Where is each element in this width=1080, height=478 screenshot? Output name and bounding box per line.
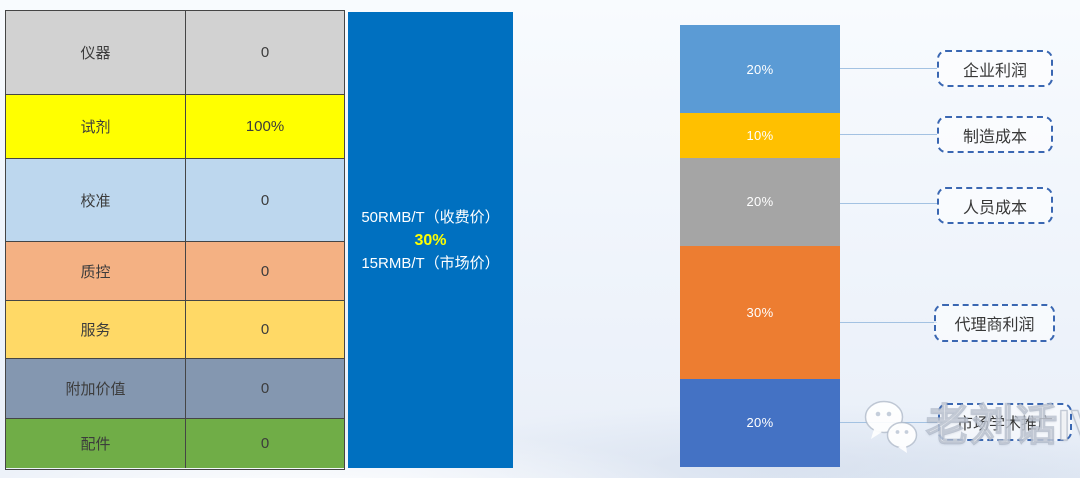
row-value: 0 [260, 380, 270, 397]
legend-label-personnel-cost: 人员成本 [937, 187, 1053, 224]
price-percentage: 30% [414, 231, 447, 249]
legend-label-agent-profit: 代理商利润 [934, 304, 1055, 342]
segment-value-label: 30% [746, 304, 774, 320]
legend-text: 企业利润 [962, 62, 1027, 80]
table-row: 仪器 0 [6, 11, 344, 95]
legend-text: 市场学术推广 [956, 416, 1053, 433]
legend-text: 人员成本 [962, 199, 1027, 217]
table-row: 配件 0 [6, 419, 344, 468]
table-row: 试剂 100% [6, 95, 344, 159]
legend-label-manufacturing-cost: 制造成本 [937, 116, 1053, 153]
row-label: 校准 [6, 159, 186, 241]
connector-line [840, 134, 937, 135]
row-value: 0 [260, 44, 270, 61]
table-row: 质控 0 [6, 242, 344, 301]
connector-line [840, 422, 937, 423]
legend-label-enterprise-profit: 企业利润 [937, 50, 1053, 87]
bar-segment-personnel-cost: 20% [680, 157, 840, 247]
bar-segment-marketing-promotion: 20% [680, 378, 840, 468]
cost-structure-table: 仪器 0 试剂 100% 校准 0 质控 0 服务 0 附加价值 0 配件 0 [5, 10, 345, 470]
price-callout: 50RMB/T（收费价） 30% 15RMB/T（市场价） [348, 12, 513, 468]
legend-text: 制造成本 [962, 128, 1027, 146]
row-value: 0 [260, 262, 270, 280]
wechat-icon [864, 400, 918, 453]
row-value: 0 [260, 321, 270, 338]
row-value: 0 [260, 435, 270, 452]
bar-segment-manufacturing-cost: 10% [680, 113, 840, 158]
row-label: 配件 [6, 419, 186, 468]
row-value: 100% [245, 118, 285, 135]
bar-segment-enterprise-profit: 20% [680, 25, 840, 114]
connector-line [840, 322, 937, 323]
connector-line [840, 68, 937, 69]
table-row: 附加价值 0 [6, 359, 344, 419]
row-label: 仪器 [6, 11, 186, 94]
connector-line [840, 203, 937, 204]
row-label: 附加价值 [6, 359, 186, 418]
price-line-charge: 50RMB/T（收费价） [361, 208, 500, 226]
row-value: 0 [260, 191, 270, 209]
table-row: 校准 0 [6, 159, 344, 242]
stacked-bar-chart: 20% 10% 20% 30% 20% [680, 25, 840, 468]
segment-value-label: 20% [746, 415, 774, 431]
bar-segment-agent-profit: 30% [680, 246, 840, 379]
row-label: 服务 [6, 301, 186, 358]
segment-value-label: 20% [746, 194, 774, 210]
segment-value-label: 10% [746, 128, 774, 143]
legend-label-marketing-promotion: 市场学术推广 [938, 403, 1072, 441]
table-row: 服务 0 [6, 301, 344, 359]
segment-value-label: 20% [746, 61, 774, 77]
row-label: 质控 [6, 242, 186, 300]
row-label: 试剂 [6, 95, 186, 158]
price-line-market: 15RMB/T（市场价） [361, 254, 500, 272]
legend-text: 代理商利润 [954, 317, 1035, 334]
